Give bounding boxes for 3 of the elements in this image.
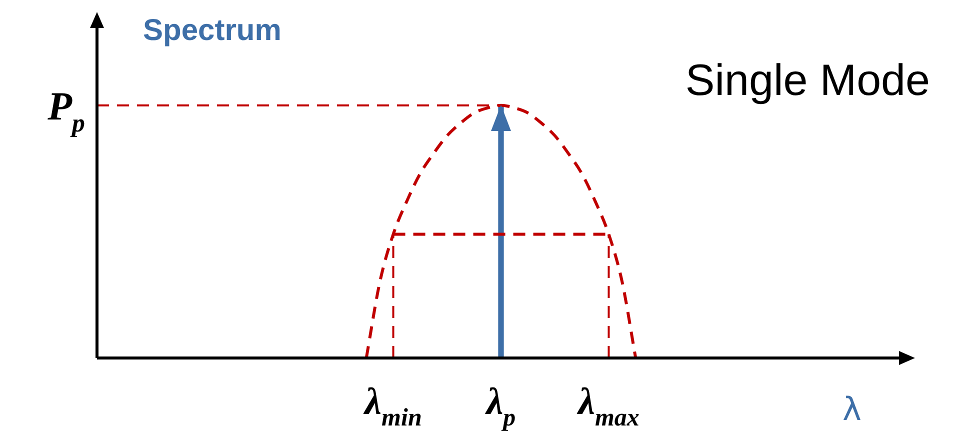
chart-title: Spectrum	[143, 14, 282, 47]
x-axis-title: λ	[842, 390, 862, 428]
text: Single Mode	[685, 56, 930, 105]
